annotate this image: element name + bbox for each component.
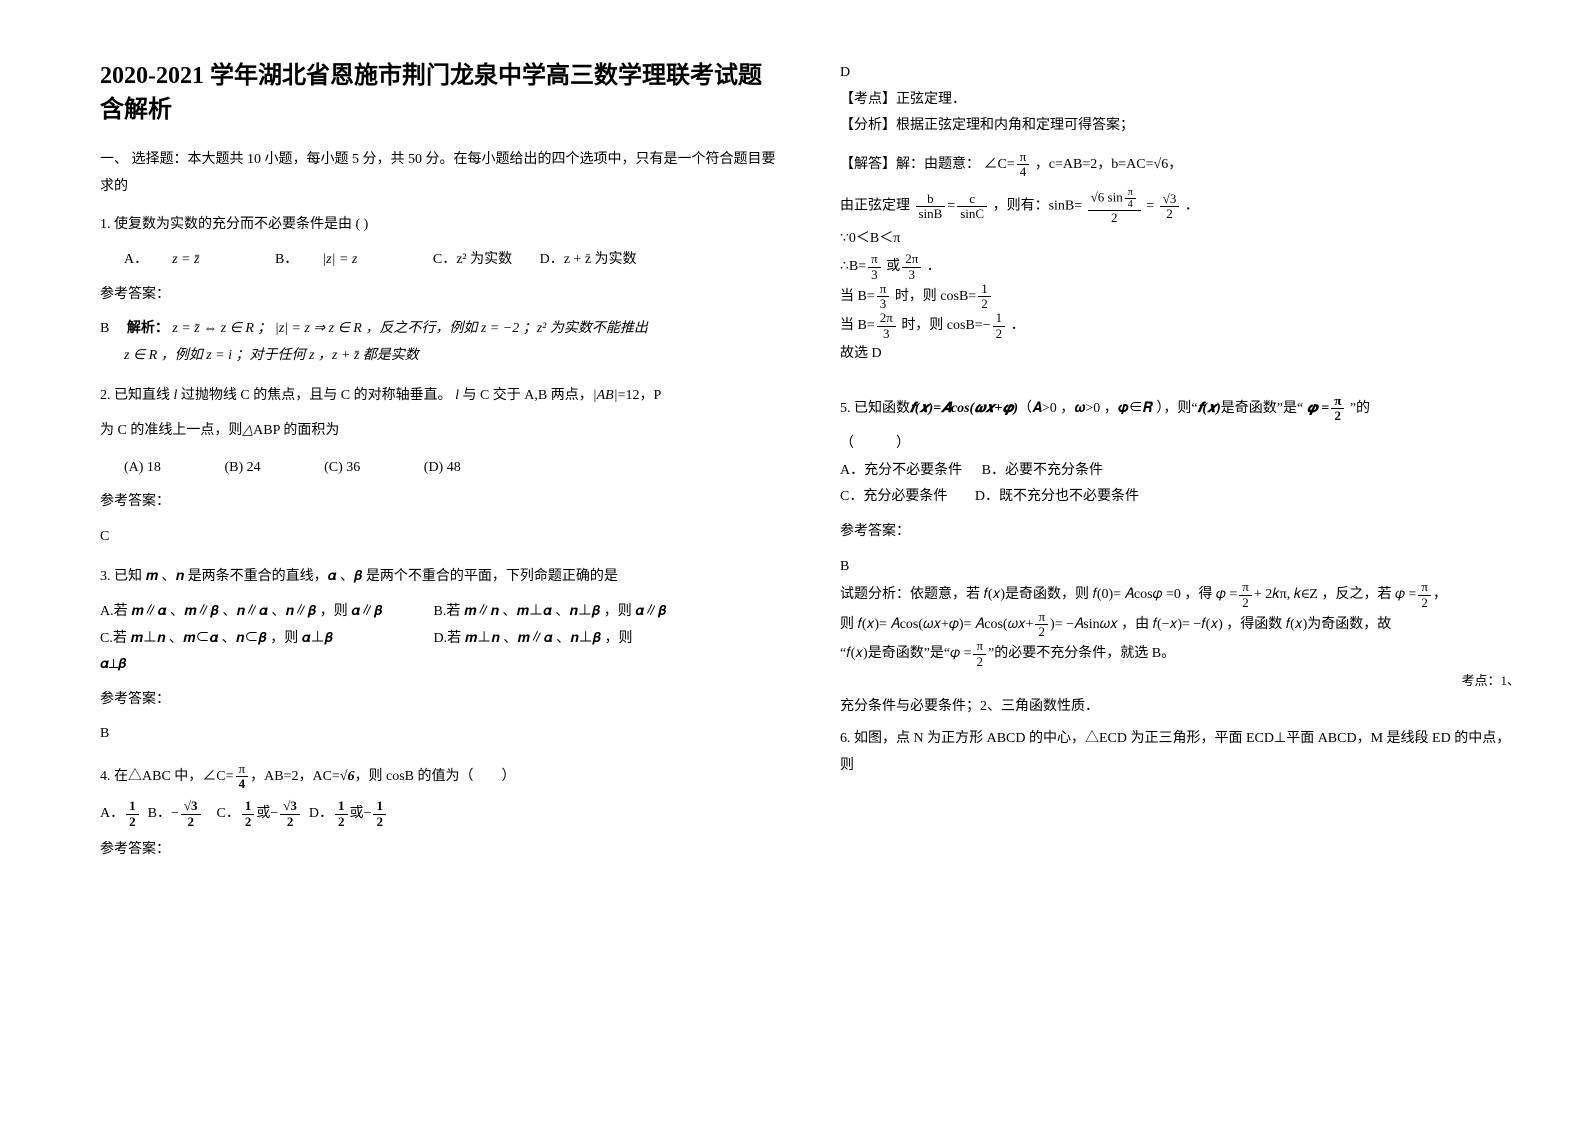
document-title: 2020-2021 学年湖北省恩施市荆门龙泉中学高三数学理联考试题含解析 (100, 60, 780, 127)
answer-label: 参考答案： (100, 837, 780, 864)
q5-note: 考点：1、 (840, 669, 1520, 694)
q4-fenxi: 【分析】根据正弦定理和内角和定理可得答案； (840, 113, 1520, 140)
answer-label: 参考答案： (100, 282, 780, 309)
q3-option-d2: 𝜶⊥𝜷 (100, 652, 780, 679)
q3-options-row1: A.若 𝒎∥𝜶 、𝒎∥𝜷 、𝒏∥𝜶 、𝒏∥𝜷 ，则 𝜶∥𝜷 B.若 𝒎∥𝒏 、𝒎… (100, 599, 780, 626)
answer-label: 参考答案： (100, 489, 780, 516)
q4-jieda-5: 当 B=π3 时，则 cosB=12 (840, 282, 1520, 312)
q1-answer: B 解析： z = z̄ ⇔ z ∈ R ； |z| = z ⇒ z ∈ R ，… (100, 316, 780, 343)
question-5: 5. 已知函数𝒇(𝒙)=𝑨cos(𝝎𝒙+𝝋)（𝑨>0 ，𝝎>0 ，𝝋∈𝑹 ），则… (840, 394, 1520, 424)
q5-options-2: C．充分必要条件 D．既不充分也不必要条件 (840, 484, 1520, 511)
q4-jieda-3: ∵0＜B＜π (840, 226, 1520, 253)
section-1-header: 一、 选择题：本大题共 10 小题，每小题 5 分，共 50 分。在每小题给出的… (100, 147, 780, 200)
q5-explain-1: 试题分析：依题意，若 𝑓(𝑥)是奇函数，则 𝑓(0)= 𝐴cos𝜑 =0 ，得 … (840, 580, 1520, 610)
q1-explain-2: z ∈ R ，例如 z = i ；对于任何 z ，z + z̄ 都是实数 (100, 343, 780, 370)
q4-jieda-6: 当 B=2π3 时，则 cosB=−12 ． (840, 311, 1520, 341)
q2-options: (A) 18 (B) 24 (C) 36 (D) 48 (100, 455, 780, 482)
q4-jieda-2: 由正弦定理 bsinB=csinC ，则有：sinB= √6 sinπ42 = … (840, 187, 1520, 225)
q4-options: A．12 B．−√32 C．12或−√32 D．12或−12 (100, 799, 780, 829)
q4-kaodian: 【考点】正弦定理． (840, 87, 1520, 114)
question-2b: 为 C 的准线上一点，则△ABP 的面积为 (100, 418, 780, 445)
question-3: 3. 已知 𝒎 、𝒏 是两条不重合的直线，𝜶 、𝜷 是两个不重合的平面，下列命题… (100, 564, 780, 591)
q1-options: A．z = z̄ B．|z| = z C．z² 为实数 D．z + z̄ 为实数 (100, 247, 780, 274)
q5-options-1: A．充分不必要条件 B．必要不充分条件 (840, 458, 1520, 485)
q2-answer: C (100, 524, 780, 551)
q4-jieda-1: 【解答】解：由题意： ∠C=π4 ，c=AB=2，b=AC=√6， (840, 150, 1520, 180)
q4-jieda-7: 故选 D (840, 341, 1520, 368)
answer-label: 参考答案： (100, 687, 780, 714)
q3-options-row2: C.若 𝒎⊥𝒏 、𝒎⊂𝜶 、𝒏⊂𝜷 ，则 𝜶⊥𝜷 D.若 𝒎⊥𝒏 、𝒎∥𝜶 、𝒏… (100, 626, 780, 653)
q5-explain-2: 则 𝑓(𝑥)= 𝐴cos(𝜔𝑥+𝜑)= 𝐴cos(𝜔𝑥+π2)= −𝐴sin𝜔𝑥… (840, 610, 1520, 640)
question-2: 2. 已知直线 l 过抛物线 C 的焦点，且与 C 的对称轴垂直。 l 与 C … (100, 383, 780, 410)
q4-jieda-4: ∴B=π3 或2π3 ． (840, 252, 1520, 282)
q5-blank: （ ） (840, 431, 1520, 458)
q3-answer: B (100, 721, 780, 748)
question-6: 6. 如图，点 N 为正方形 ABCD 的中心，△ECD 为正三角形，平面 EC… (840, 726, 1520, 779)
q5-answer: B (840, 554, 1520, 581)
q5-note2: 充分条件与必要条件；2、三角函数性质． (840, 694, 1520, 721)
answer-label: 参考答案： (840, 519, 1520, 546)
question-1: 1. 使复数为实数的充分而不必要条件是由 ( ) (100, 212, 780, 239)
q4-answer: D (840, 60, 1520, 87)
question-4: 4. 在△ABC 中，∠C=π4，AB=2，AC=√6，则 cosB 的值为（ … (100, 762, 780, 792)
q5-explain-3: “𝑓(𝑥)是奇函数”是“𝜑 =π2”的必要不充分条件，就选 B。 (840, 639, 1520, 669)
